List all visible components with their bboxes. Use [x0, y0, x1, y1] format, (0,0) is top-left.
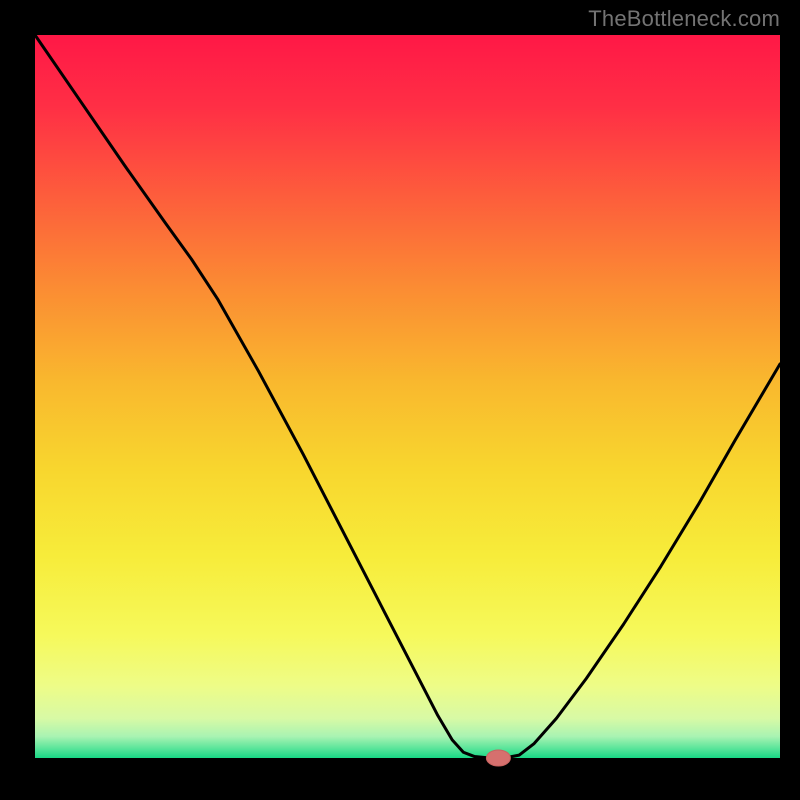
chart-svg — [0, 0, 800, 800]
plot-background — [35, 35, 780, 758]
optimal-marker — [486, 750, 510, 766]
watermark-text: TheBottleneck.com — [588, 6, 780, 32]
bottleneck-chart: TheBottleneck.com — [0, 0, 800, 800]
